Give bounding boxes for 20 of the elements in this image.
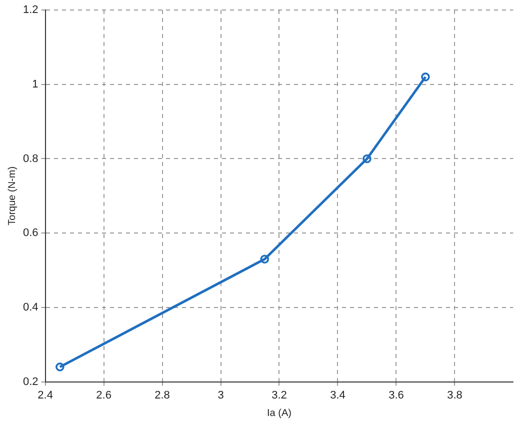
- x-tick-label: 3.8: [447, 389, 462, 402]
- y-tick-label: 0.8: [22, 152, 38, 165]
- x-tick-label: 3.6: [388, 389, 404, 402]
- y-axis-title: Torque (N-m): [6, 166, 18, 226]
- x-axis-title: Ia (A): [267, 408, 292, 419]
- x-tick-label: 2.8: [154, 389, 170, 402]
- x-tick-label: 3.2: [272, 389, 287, 402]
- x-tick-label: 2.6: [96, 389, 112, 402]
- x-tick-label: 3.4: [330, 389, 346, 402]
- x-tick-label: 2.4: [38, 389, 53, 402]
- point: [362, 154, 372, 164]
- x-tick-label: 3: [218, 389, 224, 402]
- y-tick-label: 0.2: [22, 376, 38, 388]
- point: [260, 254, 270, 264]
- y-tick-label: 0.6: [22, 227, 38, 240]
- y-tick-label: 1.2: [22, 4, 38, 16]
- y-tick-label: 1: [32, 78, 38, 90]
- point: [421, 72, 430, 82]
- y-tick-label: 0.4: [22, 301, 38, 314]
- point: [56, 362, 64, 372]
